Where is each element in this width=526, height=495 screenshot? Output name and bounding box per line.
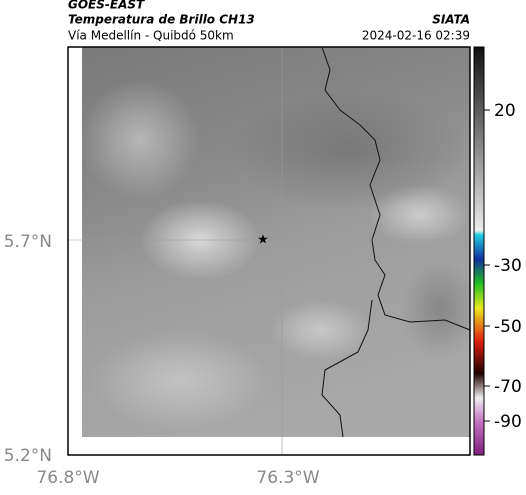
- city-marker: ★: [257, 233, 269, 248]
- colorbar: [473, 46, 485, 456]
- subtitle: Temperatura de Brillo CH13: [68, 13, 255, 27]
- map-frame: [67, 46, 471, 456]
- colorbar-tick-label: -70: [494, 377, 522, 397]
- colorbar-tick-label: 20: [494, 101, 516, 121]
- lat-label: 5.2°N: [4, 446, 52, 466]
- border: [321, 46, 471, 438]
- lon-label: 76.8°W: [36, 468, 99, 488]
- lat-label: 5.7°N: [4, 232, 52, 252]
- datetime: 2024-02-16 02:39: [362, 29, 470, 43]
- colorbar-tick-label: -90: [494, 412, 522, 432]
- title: GOES-EAST: [68, 0, 145, 12]
- satellite-image: [80, 47, 480, 437]
- location: Vía Medellín - Quibdó 50km: [68, 29, 234, 43]
- colorbar-tick-label: -30: [494, 256, 522, 276]
- source: SIATA: [432, 13, 470, 27]
- colorbar-tick-label: -50: [494, 317, 522, 337]
- lon-label: 76.3°W: [256, 468, 319, 488]
